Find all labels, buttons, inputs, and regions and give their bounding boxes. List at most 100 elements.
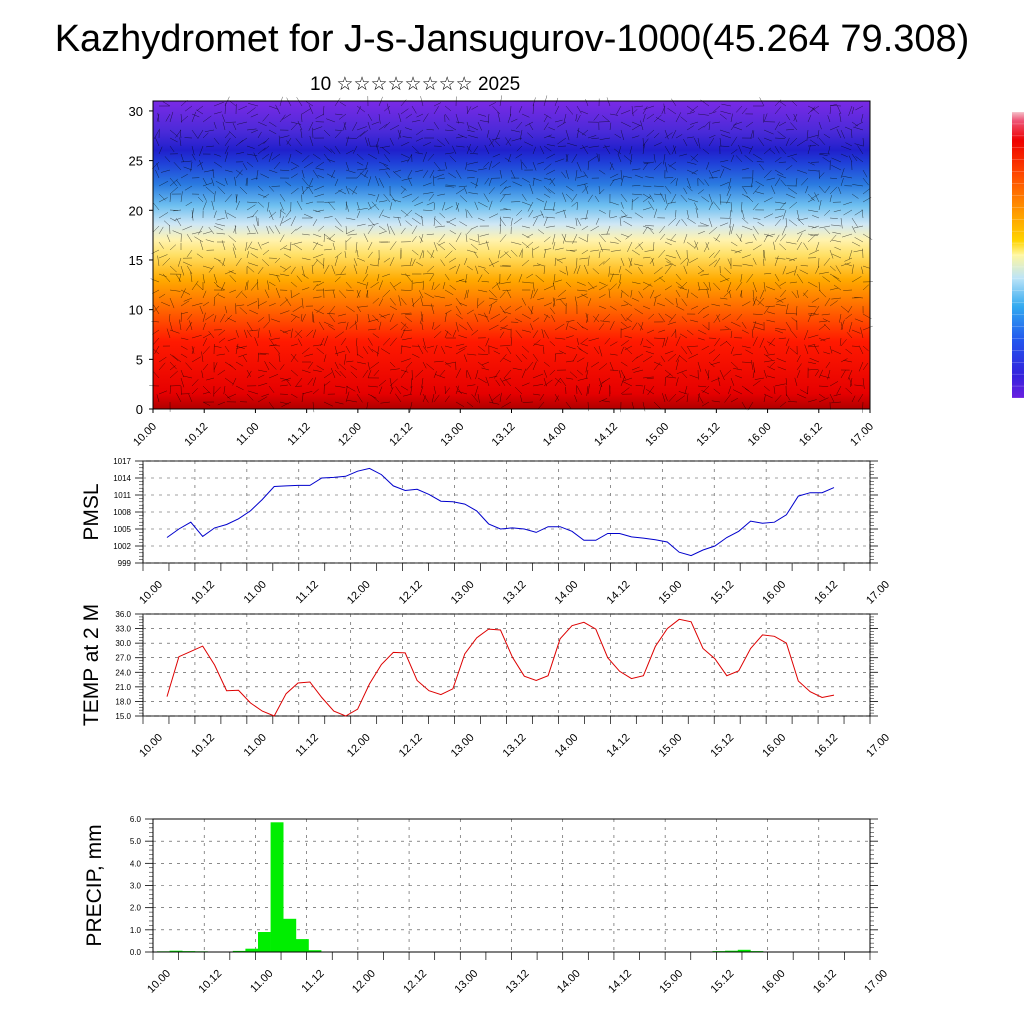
x-tick-label: 13.12: [501, 579, 529, 607]
x-tick-label: 15.00: [656, 579, 684, 607]
y-tick-label: 15: [129, 253, 143, 268]
temp-panel: 15.0 18.0 21.0 24.0 27.0 30.0 33.0 36.0 10.00 10.…: [80, 604, 892, 760]
x-tick-label: 11.00: [248, 968, 275, 995]
x-tick-label: 17.00: [848, 421, 876, 449]
y-tick-label: 1002: [113, 542, 131, 551]
y-tick-label: 36.0: [115, 610, 131, 619]
y-tick-label: 1008: [113, 508, 131, 517]
x-tick-label: 15.12: [695, 421, 723, 449]
x-tick-label: 11.00: [234, 421, 261, 448]
y-tick-label: 4.0: [130, 859, 142, 868]
precip-bar: [270, 822, 284, 952]
x-tick-label: 13.12: [504, 968, 532, 996]
y-tick-label: 24.0: [115, 668, 131, 677]
x-tick-label: 12.00: [350, 968, 378, 996]
precip-ylabel: PRECIP, mm: [83, 824, 106, 946]
y-tick-label: 2.0: [130, 904, 142, 913]
y-tick-label: 33.0: [115, 625, 131, 634]
x-tick-label: 16.00: [760, 732, 788, 760]
x-tick-label: 16.12: [811, 968, 839, 996]
x-tick-label: 14.00: [553, 732, 581, 760]
x-tick-label: 13.00: [452, 968, 480, 996]
chart-subtitle: 10 ☆☆☆☆☆☆☆☆ 2025: [310, 74, 521, 95]
y-tick-label: 27.0: [115, 654, 131, 663]
x-tick-label: 16.12: [797, 421, 825, 449]
x-tick-label: 10.00: [145, 968, 173, 996]
precip-bar: [283, 918, 297, 953]
pmsl-panel: 999 1002 1005 1008 1011 1014 1017 10.00 10.12 11.…: [80, 457, 892, 607]
temp-ylabel: TEMP at 2 M: [80, 604, 103, 726]
precip-bar: [258, 932, 271, 952]
x-tick-label: 14.12: [605, 579, 633, 607]
wind-barbs: [149, 95, 873, 413]
y-tick-label: 20: [129, 203, 143, 218]
x-tick-label: 14.12: [592, 421, 620, 449]
x-tick-label: 12.12: [397, 732, 425, 760]
y-tick-label: 1005: [113, 525, 131, 534]
precip-bar: [245, 948, 259, 952]
precip-bar: [169, 950, 183, 952]
x-tick-label: 16.12: [812, 732, 840, 760]
x-tick-label: 10.00: [137, 579, 165, 607]
x-tick-label: 10.12: [182, 421, 210, 449]
y-tick-label: 3.0: [130, 882, 142, 891]
x-tick-label: 14.12: [606, 968, 634, 996]
y-tick-label: 15.0: [115, 712, 131, 721]
precip-bar: [737, 949, 751, 952]
x-tick-label: 14.00: [555, 968, 583, 996]
cross-section-field: [153, 101, 870, 409]
y-tick-label: 25: [129, 154, 143, 169]
x-tick-label: 16.00: [760, 579, 788, 607]
x-tick-label: 13.12: [501, 732, 529, 760]
x-tick-label: 11.12: [299, 968, 326, 995]
y-tick-label: 30.0: [115, 639, 131, 648]
x-tick-label: 10.00: [137, 732, 165, 760]
y-tick-label: 5: [136, 352, 143, 367]
x-tick-label: 15.00: [643, 421, 671, 449]
x-tick-label: 11.00: [242, 579, 269, 606]
y-tick-label: 30: [129, 104, 143, 119]
x-tick-label: 10.00: [131, 421, 159, 449]
y-tick-label: 10: [129, 303, 143, 318]
x-tick-label: 10.12: [196, 968, 224, 996]
x-tick-label: 10.12: [189, 732, 217, 760]
x-tick-label: 11.12: [294, 732, 321, 759]
x-tick-label: 11.12: [285, 421, 312, 448]
x-tick-label: 13.00: [449, 732, 477, 760]
x-tick-label: 10.12: [189, 579, 217, 607]
x-tick-label: 14.00: [553, 579, 581, 607]
x-tick-label: 17.00: [864, 579, 892, 607]
y-tick-label: 21.0: [115, 683, 131, 692]
y-tick-label: 1014: [113, 474, 131, 483]
precip-bar: [295, 939, 309, 952]
x-tick-label: 17.00: [862, 968, 890, 996]
x-tick-label: 11.00: [242, 732, 269, 759]
y-tick-label: 6.0: [130, 815, 142, 824]
x-tick-label: 13.12: [490, 421, 518, 449]
x-tick-label: 15.12: [709, 968, 737, 996]
chart-title: Kazhydromet for J-s-Jansugurov-1000(45.2…: [54, 18, 970, 60]
x-tick-label: 16.00: [746, 421, 774, 449]
y-tick-label: 999: [118, 559, 132, 568]
pmsl-ylabel: PMSL: [80, 483, 103, 540]
precip-frame-top: [152, 818, 871, 953]
x-tick-label: 15.12: [708, 732, 736, 760]
y-tick-label: 1.0: [130, 926, 142, 935]
x-tick-label: 13.00: [449, 579, 477, 607]
y-tick-label: 18.0: [115, 697, 131, 706]
precip-bar: [725, 950, 738, 952]
precip-bar: [232, 950, 246, 952]
y-tick-label: 5.0: [130, 837, 142, 846]
x-tick-label: 12.12: [387, 421, 415, 449]
x-tick-label: 13.00: [438, 421, 466, 449]
precip-bar: [308, 950, 322, 952]
pmsl-series-line: [166, 467, 835, 557]
x-tick-label: 14.00: [541, 421, 569, 449]
x-tick-label: 12.12: [401, 968, 429, 996]
x-tick-label: 12.00: [345, 732, 373, 760]
x-tick-label: 15.00: [656, 732, 684, 760]
x-tick-label: 17.00: [864, 732, 892, 760]
x-tick-label: 11.12: [294, 579, 321, 606]
temp-series-line: [166, 618, 835, 717]
